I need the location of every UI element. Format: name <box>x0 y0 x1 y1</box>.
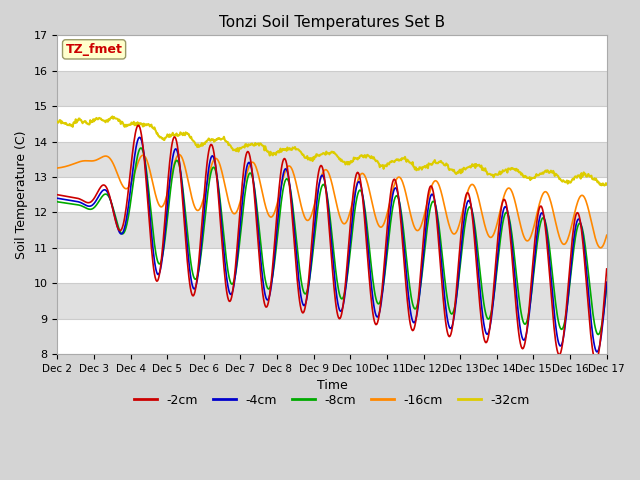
Bar <box>58 106 607 142</box>
Bar <box>58 36 607 71</box>
Bar <box>58 283 607 319</box>
Legend: -2cm, -4cm, -8cm, -16cm, -32cm: -2cm, -4cm, -8cm, -16cm, -32cm <box>129 389 535 412</box>
Bar <box>58 142 607 177</box>
Text: TZ_fmet: TZ_fmet <box>66 43 122 56</box>
Bar <box>58 213 607 248</box>
Y-axis label: Soil Temperature (C): Soil Temperature (C) <box>15 131 28 259</box>
Bar <box>58 248 607 283</box>
Bar <box>58 71 607 106</box>
Title: Tonzi Soil Temperatures Set B: Tonzi Soil Temperatures Set B <box>219 15 445 30</box>
X-axis label: Time: Time <box>317 379 348 393</box>
Bar <box>58 177 607 213</box>
Bar <box>58 319 607 354</box>
